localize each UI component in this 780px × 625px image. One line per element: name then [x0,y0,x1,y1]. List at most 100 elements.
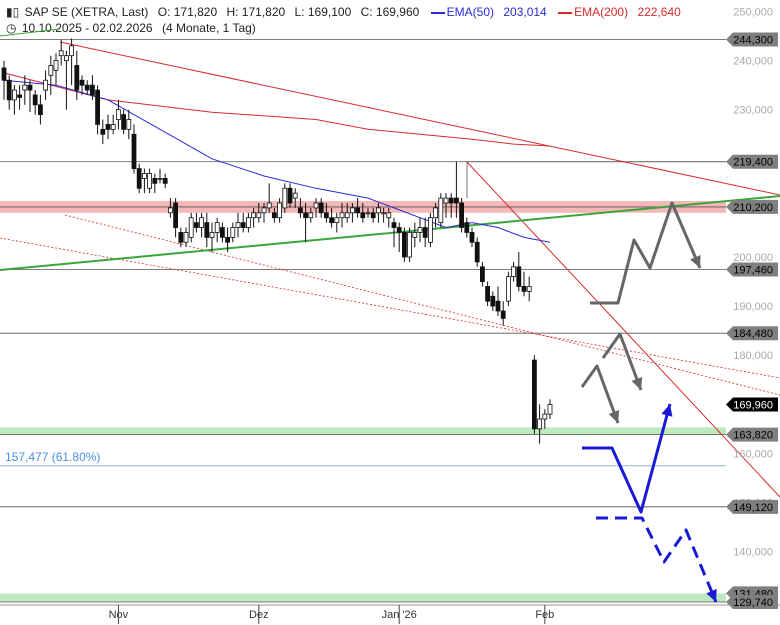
candle [43,70,48,100]
candle [391,217,397,248]
candle [542,409,548,429]
candle-body [495,300,501,312]
level-price-tag-bg [726,427,778,442]
candle [417,217,423,243]
candle [32,90,38,115]
candle-body [464,222,470,233]
candle-body [69,45,74,57]
chart-header: ▮▯ SAP SE (XETRA, Last) O: 171,820 H: 17… [6,5,683,19]
level-price-tag-bg [726,262,778,277]
candle [443,193,449,218]
candle [303,202,309,243]
y-tick-label: 180,000 [733,350,773,362]
candle-body [1,67,7,81]
candle-body [27,84,33,91]
candle-body [251,212,257,219]
candle [58,39,64,66]
close-value: C: 169,960 [360,5,420,19]
green-trend-line [0,195,780,271]
candle-body [292,192,298,199]
candle-body [547,404,553,415]
candle [245,212,251,233]
candle-body [256,212,262,219]
level-price-tag: 163,820 [726,427,778,442]
y-tick-label: 250,000 [733,7,773,19]
red-trend-line [59,41,780,196]
candle-body [90,84,95,96]
candle [490,291,496,312]
gray-scenario-arrow [590,201,702,305]
candle [251,207,257,228]
candle [193,212,199,233]
candle [521,271,527,297]
candle-body [95,89,100,125]
candle-body [48,65,54,76]
candle-body [532,359,537,430]
candle [292,188,298,208]
blue-dashed-scenario-arrow [596,516,718,603]
candle-body [386,212,392,219]
candle [131,124,137,174]
candlestick-icon: ▮▯ [6,5,20,19]
candle [349,202,355,223]
candle [53,53,59,86]
candle-body [516,266,522,287]
zone-support [0,593,726,602]
red-dotted-channel [0,237,780,379]
level-price-tag-text: 184,480 [733,328,773,340]
level-price-tag: 184,480 [726,326,778,341]
candle [266,183,272,213]
candle [448,193,454,218]
level-price-tag-text: 219,400 [733,157,773,169]
blue-dashed-scenario-arrow-head [706,589,717,602]
level-price-tag: 219,400 [726,154,778,169]
candle [261,202,267,223]
candle-body [214,222,220,233]
candle-body [22,84,28,91]
period-label: (4 Monate, 1 Tag) [161,21,256,35]
candle-body [323,212,329,219]
blue-scenario-arrow-head [661,404,673,417]
candle-body [235,222,241,228]
candle-body [245,217,251,228]
candle [277,198,283,223]
chart-symbol: SAP SE (XETRA, Last) [24,5,149,19]
y-tick-label: 240,000 [733,56,773,68]
candle [355,198,361,218]
candle [110,114,116,135]
candle-body [167,207,173,214]
candle-body [453,197,459,204]
candle [74,50,80,100]
candle [485,281,491,307]
candle [256,202,262,223]
level-price-tag-text: 149,120 [733,502,773,514]
candle-body [116,109,121,120]
candle [11,85,17,115]
candle-body [131,133,137,170]
candle [339,202,345,228]
level-price-tag-bg [726,199,778,214]
candle [105,114,111,140]
candle [375,202,381,223]
candle [381,207,387,223]
candle-body [136,168,142,189]
candle [178,227,184,248]
candle-body [193,222,199,228]
candle-body [199,217,205,228]
candle-body [297,207,303,214]
candle [240,212,246,233]
candle-body [261,207,267,214]
candle [505,271,511,307]
candle-body [407,232,413,258]
candle-body [100,128,106,135]
candle [323,202,329,223]
ema200-legend-label: EMA(200) [574,5,629,19]
candle [79,75,85,95]
candle-body [277,202,283,219]
candle [479,261,485,287]
candle [474,237,480,267]
candle-body [521,286,527,292]
candle [396,222,402,253]
candle-body [225,236,231,243]
